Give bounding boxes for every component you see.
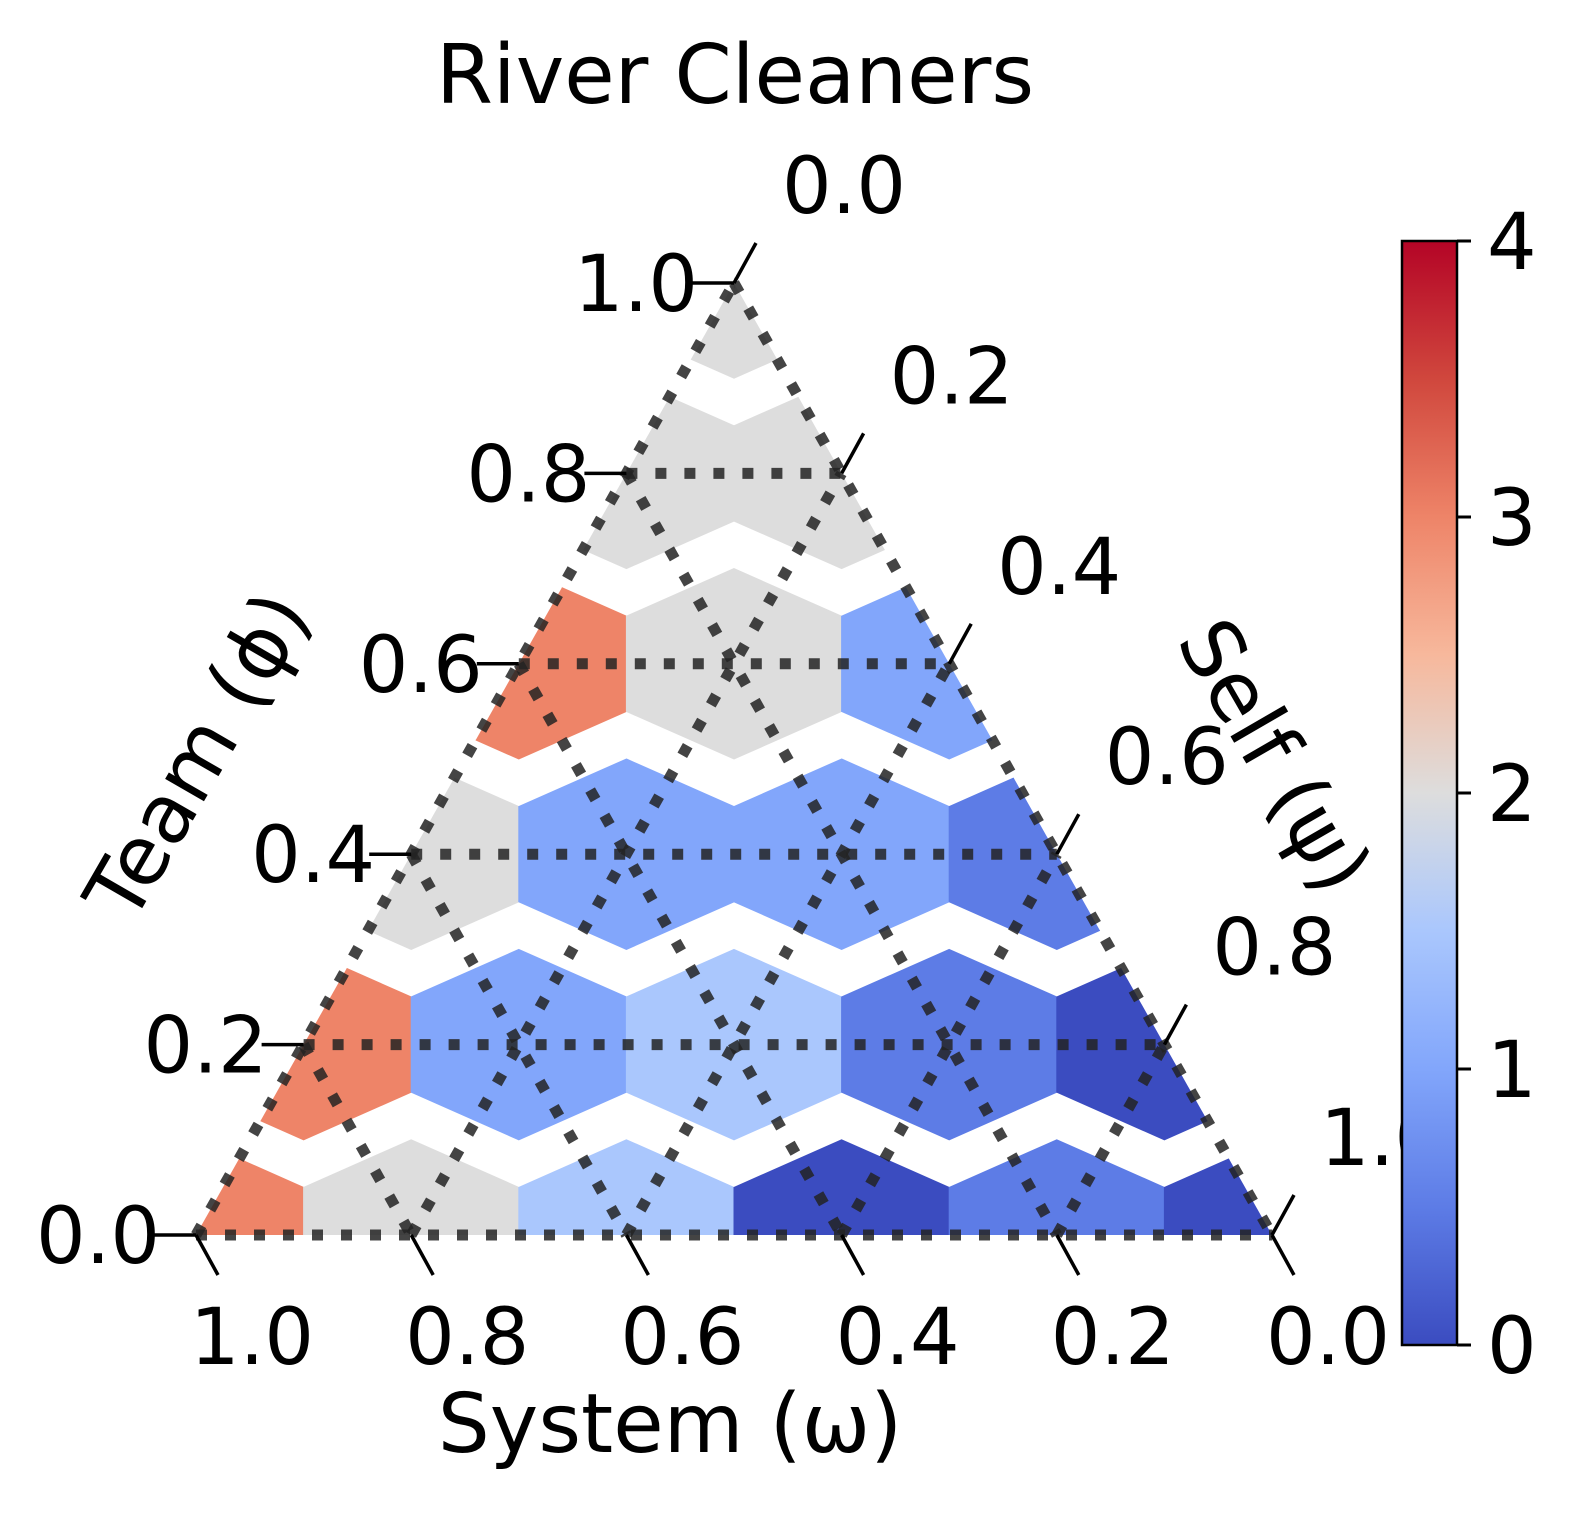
tick-mark [840, 432, 866, 475]
grid-line [621, 661, 954, 1238]
grid-line [621, 470, 1062, 1238]
tick-mark [1055, 1234, 1081, 1276]
tick-label: 0.6 [620, 1293, 744, 1383]
tick-label: 0.6 [359, 621, 483, 711]
tick-label: 0.4 [997, 523, 1121, 613]
x-axis-label: System (ω) [438, 1377, 903, 1472]
tick-mark [1270, 1234, 1296, 1276]
colorbar: 0 1 2 3 4 [1400, 198, 1537, 1392]
chart-title: River Cleaners [436, 28, 1034, 123]
tick-label: 0.2 [1051, 1293, 1175, 1383]
tick-mark [624, 1234, 650, 1276]
tick-label: 0.8 [1212, 904, 1336, 994]
hex-cell [1163, 1139, 1272, 1235]
tick-label: 0.2 [144, 1002, 268, 1092]
tick-mark [1270, 1194, 1296, 1236]
tick-label: 0.0 [36, 1192, 160, 1282]
colorbar-tick-label: 1 [1487, 1026, 1537, 1116]
tick-label: 0.0 [1266, 1293, 1390, 1383]
tick-mark [732, 242, 758, 284]
tick-mark [1162, 1003, 1188, 1046]
colorbar-gradient [1400, 239, 1459, 1347]
grid-lines [191, 280, 1277, 1241]
tick-label: 1.0 [190, 1293, 314, 1383]
grid-line [406, 470, 847, 1238]
tick-label: 0.8 [405, 1293, 529, 1383]
grid-line [191, 280, 739, 1238]
colorbar-tick-label: 3 [1487, 474, 1537, 564]
tick-label: 0.0 [782, 142, 906, 232]
tick-mark [194, 1234, 220, 1276]
grid-line [729, 280, 1277, 1238]
tick-label: 0.2 [890, 332, 1014, 422]
grid-line [298, 1041, 416, 1238]
tick-label: 0.4 [251, 811, 375, 901]
tick-mark [840, 1234, 866, 1276]
colorbar-tick-label: 4 [1487, 198, 1537, 288]
colorbar-tick-label: 2 [1487, 750, 1537, 840]
grid-line [1052, 1041, 1170, 1238]
tick-label: 0.4 [836, 1293, 960, 1383]
tick-label: 0.8 [466, 430, 590, 520]
tick-mark [409, 1234, 435, 1276]
colorbar-tick-label: 0 [1487, 1302, 1537, 1392]
grid-line [514, 661, 847, 1238]
tick-mark [1055, 813, 1081, 856]
tick-label: 0.6 [1105, 713, 1229, 803]
tick-mark [947, 622, 973, 665]
tick-label: 1.0 [574, 240, 698, 330]
